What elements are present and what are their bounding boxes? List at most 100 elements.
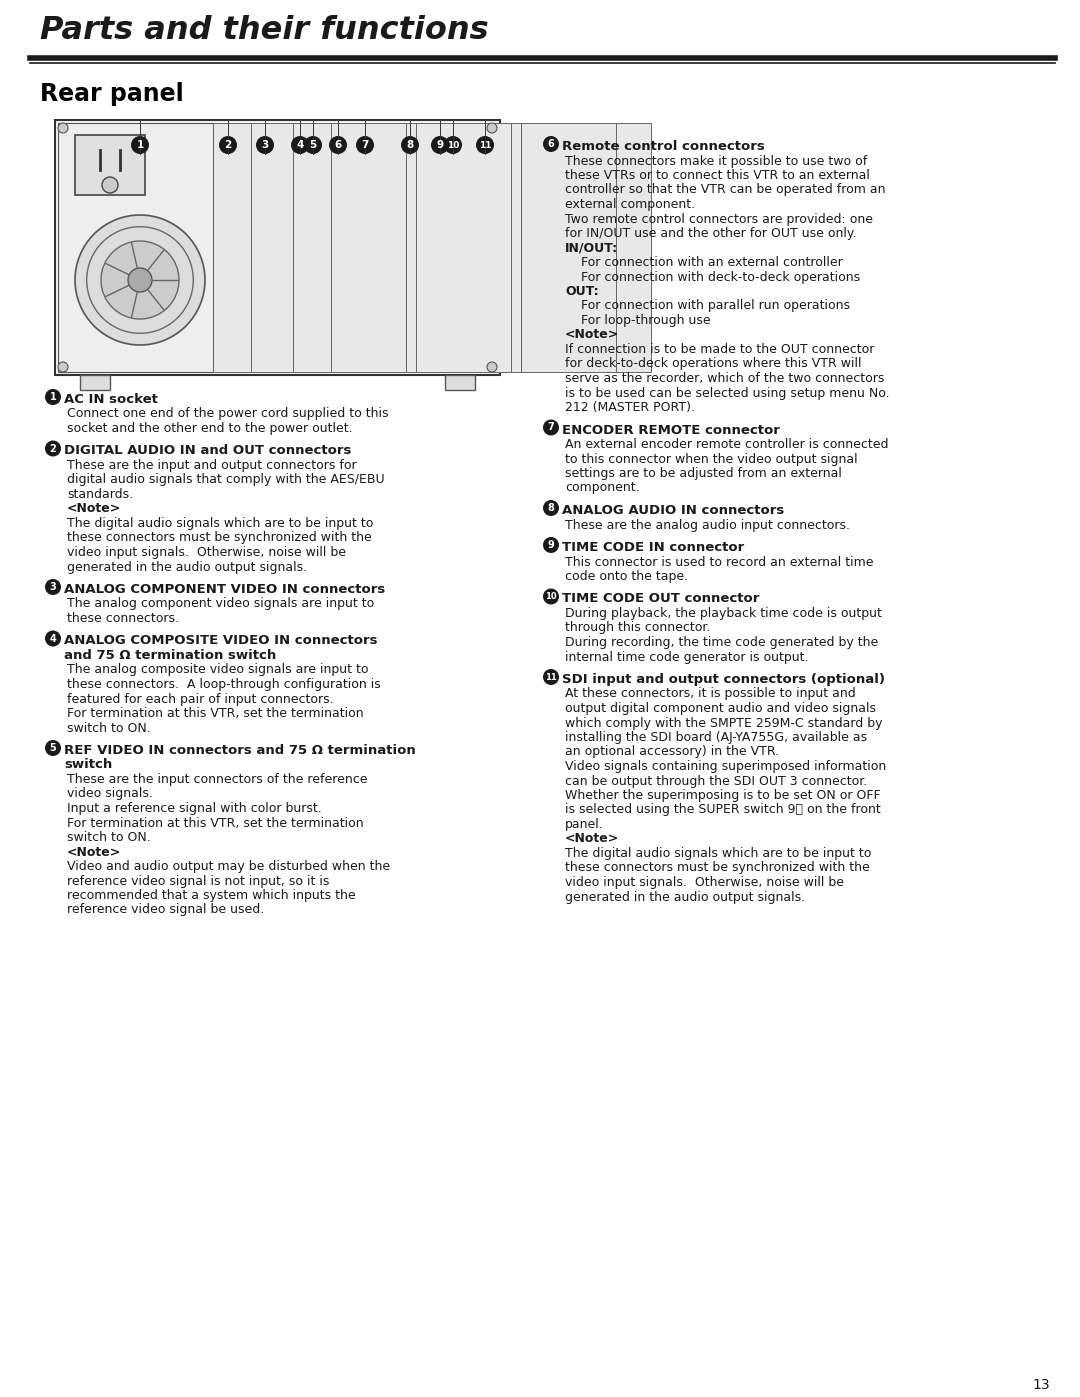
Text: generated in the audio output signals.: generated in the audio output signals. [565,890,805,904]
Bar [58,123,213,372]
Text: reference video signal is not input, so it is: reference video signal is not input, so … [67,875,329,887]
Text: For connection with an external controller: For connection with an external controll… [581,256,842,270]
Circle shape [431,136,449,154]
Bar [511,123,521,372]
Text: An external encoder remote controller is connected: An external encoder remote controller is… [565,439,889,451]
Circle shape [131,136,149,154]
Text: These are the analog audio input connectors.: These are the analog audio input connect… [565,518,850,531]
Bar [616,123,651,372]
Text: For termination at this VTR, set the termination: For termination at this VTR, set the ter… [67,816,364,830]
Circle shape [45,630,60,647]
Bar [293,123,330,372]
Text: switch to ON.: switch to ON. [67,831,151,844]
Circle shape [219,136,237,154]
Circle shape [329,136,347,154]
Text: 7: 7 [548,422,554,433]
Circle shape [444,136,462,154]
Text: through this connector.: through this connector. [565,622,711,634]
Text: At these connectors, it is possible to input and: At these connectors, it is possible to i… [565,687,855,700]
Text: <Note>: <Note> [565,328,619,341]
Text: During playback, the playback time code is output: During playback, the playback time code … [565,608,882,620]
Text: for deck-to-deck operations where this VTR will: for deck-to-deck operations where this V… [565,358,862,370]
Text: featured for each pair of input connectors.: featured for each pair of input connecto… [67,693,334,705]
Text: 4: 4 [296,140,303,149]
Text: standards.: standards. [67,488,133,502]
Bar [75,136,145,196]
Text: This connector is used to record an external time: This connector is used to record an exte… [565,556,874,569]
Circle shape [543,536,559,553]
Text: 1: 1 [50,393,56,402]
Circle shape [476,136,494,154]
Text: Whether the superimposing is to be set ON or OFF: Whether the superimposing is to be set O… [565,789,880,802]
Text: controller so that the VTR can be operated from an: controller so that the VTR can be operat… [565,183,886,197]
Text: Parts and their functions: Parts and their functions [40,15,488,46]
Text: AC IN socket: AC IN socket [64,393,158,407]
Circle shape [487,362,497,372]
Text: 13: 13 [1032,1377,1050,1391]
Bar [330,123,406,372]
Text: If connection is to be made to the OUT connector: If connection is to be made to the OUT c… [565,344,875,356]
Circle shape [58,123,68,133]
Text: generated in the audio output signals.: generated in the audio output signals. [67,560,307,574]
Text: 8: 8 [406,140,414,149]
Text: ENCODER REMOTE connector: ENCODER REMOTE connector [562,423,780,436]
Text: switch: switch [64,759,112,771]
Text: The digital audio signals which are to be input to: The digital audio signals which are to b… [67,517,374,529]
Text: video input signals.  Otherwise, noise will be: video input signals. Otherwise, noise wi… [67,546,346,559]
Text: For connection with deck-to-deck operations: For connection with deck-to-deck operati… [581,271,860,284]
Circle shape [129,268,152,292]
Text: Rear panel: Rear panel [40,82,184,106]
Text: <Note>: <Note> [67,503,121,515]
Text: is selected using the SUPER switch 9⃝ on the front: is selected using the SUPER switch 9⃝ on… [565,803,881,816]
Text: Two remote control connectors are provided: one: Two remote control connectors are provid… [565,212,873,225]
Text: ANALOG COMPOSITE VIDEO IN connectors: ANALOG COMPOSITE VIDEO IN connectors [64,634,378,647]
Text: DIGITAL AUDIO IN and OUT connectors: DIGITAL AUDIO IN and OUT connectors [64,444,351,457]
Text: ANALOG COMPONENT VIDEO IN connectors: ANALOG COMPONENT VIDEO IN connectors [64,583,386,597]
Circle shape [45,388,60,405]
Bar [406,123,416,372]
Text: digital audio signals that comply with the AES/EBU: digital audio signals that comply with t… [67,474,384,486]
Text: these connectors must be synchronized with the: these connectors must be synchronized wi… [67,531,372,545]
Text: video input signals.  Otherwise, noise will be: video input signals. Otherwise, noise wi… [565,876,843,888]
Text: these connectors.  A loop-through configuration is: these connectors. A loop-through configu… [67,678,381,692]
Text: 4: 4 [50,633,56,644]
Circle shape [356,136,374,154]
Circle shape [543,500,559,515]
Text: ANALOG AUDIO IN connectors: ANALOG AUDIO IN connectors [562,504,784,517]
Bar [521,123,616,372]
Text: component.: component. [565,482,639,495]
Text: 10: 10 [545,592,557,601]
Circle shape [543,136,559,152]
Text: and 75 Ω termination switch: and 75 Ω termination switch [64,650,276,662]
Text: Video signals containing superimposed information: Video signals containing superimposed in… [565,760,887,773]
Text: which comply with the SMPTE 259M-C standard by: which comply with the SMPTE 259M-C stand… [565,717,882,729]
Text: 5: 5 [309,140,316,149]
Circle shape [102,177,118,193]
Text: can be output through the SDI OUT 3 connector.: can be output through the SDI OUT 3 conn… [565,774,867,788]
Text: internal time code generator is output.: internal time code generator is output. [565,651,809,664]
Text: serve as the recorder, which of the two connectors: serve as the recorder, which of the two … [565,372,885,386]
Text: Video and audio output may be disturbed when the: Video and audio output may be disturbed … [67,861,390,873]
Text: For termination at this VTR, set the termination: For termination at this VTR, set the ter… [67,707,364,719]
Text: The digital audio signals which are to be input to: The digital audio signals which are to b… [565,847,872,861]
Text: The analog component video signals are input to: The analog component video signals are i… [67,598,375,610]
Text: Connect one end of the power cord supplied to this: Connect one end of the power cord suppli… [67,408,389,420]
Text: 2: 2 [50,443,56,454]
Text: settings are to be adjusted from an external: settings are to be adjusted from an exte… [565,467,842,481]
Bar [55,120,500,374]
Text: 2: 2 [225,140,231,149]
Text: 11: 11 [478,141,491,149]
Text: video signals.: video signals. [67,788,153,800]
Text: SDI input and output connectors (optional): SDI input and output connectors (optiona… [562,673,885,686]
Text: OUT:: OUT: [565,285,598,298]
Text: reference video signal be used.: reference video signal be used. [67,904,265,916]
Text: an optional accessory) in the VTR.: an optional accessory) in the VTR. [565,746,779,759]
Text: panel.: panel. [565,819,604,831]
Text: 11: 11 [545,672,557,682]
Text: for IN/OUT use and the other for OUT use only.: for IN/OUT use and the other for OUT use… [565,226,856,240]
Circle shape [487,123,497,133]
Circle shape [291,136,309,154]
Circle shape [543,588,559,605]
Circle shape [543,669,559,685]
Bar [80,374,110,390]
